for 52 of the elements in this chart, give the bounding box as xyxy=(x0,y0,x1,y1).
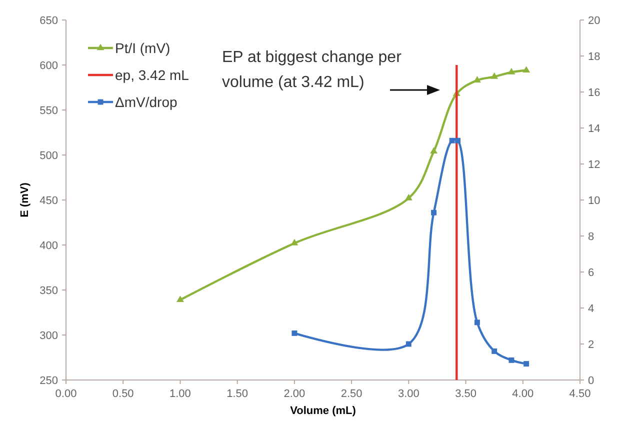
point xyxy=(431,210,437,216)
y-tick-label: 600 xyxy=(40,60,58,72)
point xyxy=(455,138,461,144)
point xyxy=(406,341,412,347)
x-tick-label: 0.00 xyxy=(55,388,77,400)
x-tick-label: 3.00 xyxy=(398,388,420,400)
y2-tick-label: 20 xyxy=(588,15,600,27)
y-tick-label: 250 xyxy=(40,375,58,387)
point xyxy=(492,348,498,354)
y2-tick-label: 14 xyxy=(588,123,600,135)
x-tick-label: 1.00 xyxy=(170,388,191,400)
x-tick-label: 2.50 xyxy=(340,388,362,400)
y-tick-label: 400 xyxy=(40,240,58,252)
y2-tick-label: 10 xyxy=(588,195,600,207)
legend-label: Pt/I (mV) xyxy=(115,40,170,56)
y2-tick-label: 16 xyxy=(588,87,600,99)
y2-tick-label: 8 xyxy=(588,231,594,243)
point xyxy=(474,320,480,326)
x-tick-label: 0.50 xyxy=(112,388,134,400)
x-tick-label: 3.50 xyxy=(455,388,476,400)
y2-tick-label: 18 xyxy=(588,51,600,63)
point xyxy=(404,194,412,200)
legend-label: ep, 3.42 mL xyxy=(115,67,190,83)
point xyxy=(490,72,498,79)
point xyxy=(508,68,516,74)
point xyxy=(290,238,298,246)
x-tick-label: 4.00 xyxy=(512,388,534,400)
y2-tick-label: 6 xyxy=(588,267,594,279)
y2-tick-label: 0 xyxy=(588,375,594,387)
y-tick-label: 650 xyxy=(40,15,58,27)
point xyxy=(449,138,455,144)
x-tick-label: 1.50 xyxy=(226,388,248,400)
y-tick-label: 350 xyxy=(40,285,58,297)
point xyxy=(292,330,298,336)
point xyxy=(430,147,438,154)
x-tick-label: 4.50 xyxy=(569,388,591,400)
point xyxy=(524,361,530,367)
y2-tick-label: 2 xyxy=(588,339,594,351)
y-tick-label: 500 xyxy=(40,150,58,162)
y2-tick-label: 12 xyxy=(588,159,600,171)
y-axis-title: E (mV) xyxy=(19,182,31,218)
point xyxy=(176,296,184,302)
x-axis-title: Volume (mL) xyxy=(290,405,356,417)
point xyxy=(508,357,514,363)
y2-tick-label: 4 xyxy=(588,303,594,315)
x-tick-label: 2.00 xyxy=(284,388,306,400)
y-tick-label: 300 xyxy=(40,330,58,342)
y-tick-label: 450 xyxy=(40,195,58,207)
annotation: EP at biggest change per volume (at 3.42 mL) xyxy=(222,49,402,91)
y-tick-label: 550 xyxy=(40,105,58,117)
point xyxy=(522,66,530,73)
legend-label: ΔmV/drop xyxy=(115,94,178,110)
